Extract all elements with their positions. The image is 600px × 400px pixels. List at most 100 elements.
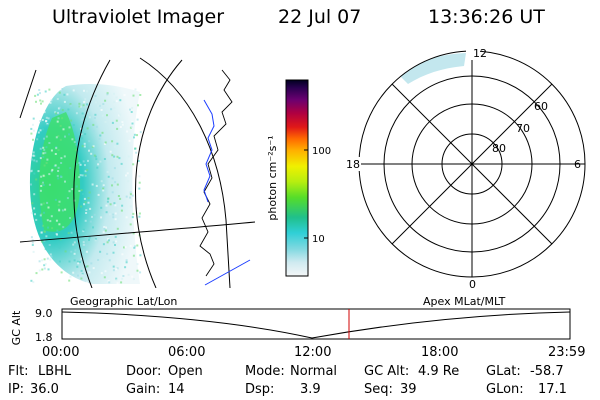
speckle-dot (44, 90, 47, 93)
speckle-dot (92, 123, 95, 126)
speckle-dot (137, 104, 139, 107)
speckle-dot (34, 94, 37, 97)
glat-value: -58.7 (530, 364, 564, 379)
speckle-dot (97, 259, 100, 261)
speckle-dot (41, 183, 44, 185)
app-title: Ultraviolet Imager (52, 6, 225, 28)
speckle-dot (116, 267, 119, 270)
speckle-dot (30, 236, 33, 239)
speckle-dot (94, 238, 97, 241)
speckle-dot (111, 184, 113, 187)
speckle-dot (48, 183, 51, 186)
speckle-dot (85, 244, 88, 247)
speckle-dot (127, 155, 130, 158)
speckle-dot (59, 138, 62, 141)
speckle-dot (132, 218, 135, 221)
speckle-dot (131, 120, 134, 123)
speckle-dot (30, 209, 33, 212)
mlat-label-60: 60 (534, 100, 548, 113)
speckle-dot (40, 185, 43, 187)
speckle-dot (40, 240, 43, 243)
speckle-dot (61, 88, 64, 90)
speckle-dot (30, 279, 33, 282)
speckle-dot (68, 279, 71, 282)
speckle-dot (108, 259, 111, 262)
mlat-label-80: 80 (492, 142, 506, 155)
speckle-dot (112, 265, 115, 268)
speckle-dot (115, 278, 118, 281)
speckle-dot (139, 271, 142, 274)
speckle-dot (57, 111, 59, 114)
speckle-dot (131, 216, 134, 219)
speckle-dot (113, 106, 116, 109)
speckle-dot (42, 181, 44, 184)
speckle-dot (81, 112, 84, 115)
gain-label: Gain: (126, 382, 161, 397)
speckle-dot (80, 277, 83, 280)
speckle-dot (105, 211, 108, 214)
speckle-dot (87, 201, 90, 204)
speckle-dot (54, 164, 57, 167)
speckle-dot (72, 271, 75, 274)
speckle-dot (37, 170, 40, 173)
speckle-dot (69, 217, 71, 219)
speckle-dot (68, 260, 71, 263)
speckle-dot (69, 103, 72, 106)
speckle-dot (135, 188, 138, 191)
speckle-dot (51, 168, 54, 171)
speckle-dot (90, 262, 93, 265)
speckle-dot (128, 139, 131, 142)
speckle-dot (114, 212, 117, 215)
speckle-dot (57, 177, 60, 180)
speckle-dot (112, 213, 115, 216)
speckle-dot (84, 265, 87, 268)
speckle-dot (75, 163, 78, 166)
ip-label: IP: (8, 382, 25, 397)
speckle-dot (42, 128, 44, 131)
mlt-label-0: 0 (469, 278, 476, 291)
speckle-dot (104, 99, 107, 102)
speckle-dot (138, 181, 141, 184)
speckle-dot (92, 130, 95, 133)
speckle-dot (50, 170, 53, 173)
speckle-dot (134, 245, 137, 248)
speckle-dot (62, 128, 65, 131)
speckle-dot (78, 176, 81, 179)
speckle-dot (57, 166, 60, 169)
colorbar-ticks (304, 149, 308, 239)
orbit-time-tick-1200: 12:00 (294, 345, 332, 360)
speckle-dot (78, 102, 81, 105)
speckle-dot (125, 261, 128, 264)
speckle-dot (138, 175, 141, 178)
speckle-dot (115, 119, 118, 122)
speckle-dot (76, 260, 79, 263)
polar-aurora-patch (398, 53, 466, 84)
speckle-dot (54, 111, 57, 114)
mlt-label-6: 6 (574, 158, 581, 171)
speckle-dot (35, 218, 38, 221)
speckle-dot (125, 195, 128, 198)
speckle-dot (32, 129, 35, 132)
speckle-dot (100, 216, 103, 219)
speckle-dot (116, 183, 119, 186)
speckle-dot (56, 272, 59, 275)
speckle-dot (112, 269, 115, 272)
speckle-dot (39, 92, 41, 95)
ip-value: 36.0 (30, 382, 59, 397)
speckle-dot (131, 194, 134, 197)
speckle-dot (61, 117, 64, 120)
speckle-dot (77, 262, 80, 265)
speckle-dot (42, 174, 45, 177)
speckle-dot (99, 160, 102, 163)
speckle-dot (48, 88, 51, 91)
speckle-dot (40, 212, 43, 215)
speckle-dot (43, 264, 46, 267)
speckle-dot (97, 193, 100, 196)
speckle-dot (30, 183, 32, 186)
speckle-dot (86, 169, 89, 172)
speckle-dot (113, 92, 115, 95)
speckle-dot (31, 239, 34, 242)
speckle-dot (48, 173, 51, 176)
speckle-dot (124, 246, 127, 249)
speckle-dot (42, 224, 45, 227)
